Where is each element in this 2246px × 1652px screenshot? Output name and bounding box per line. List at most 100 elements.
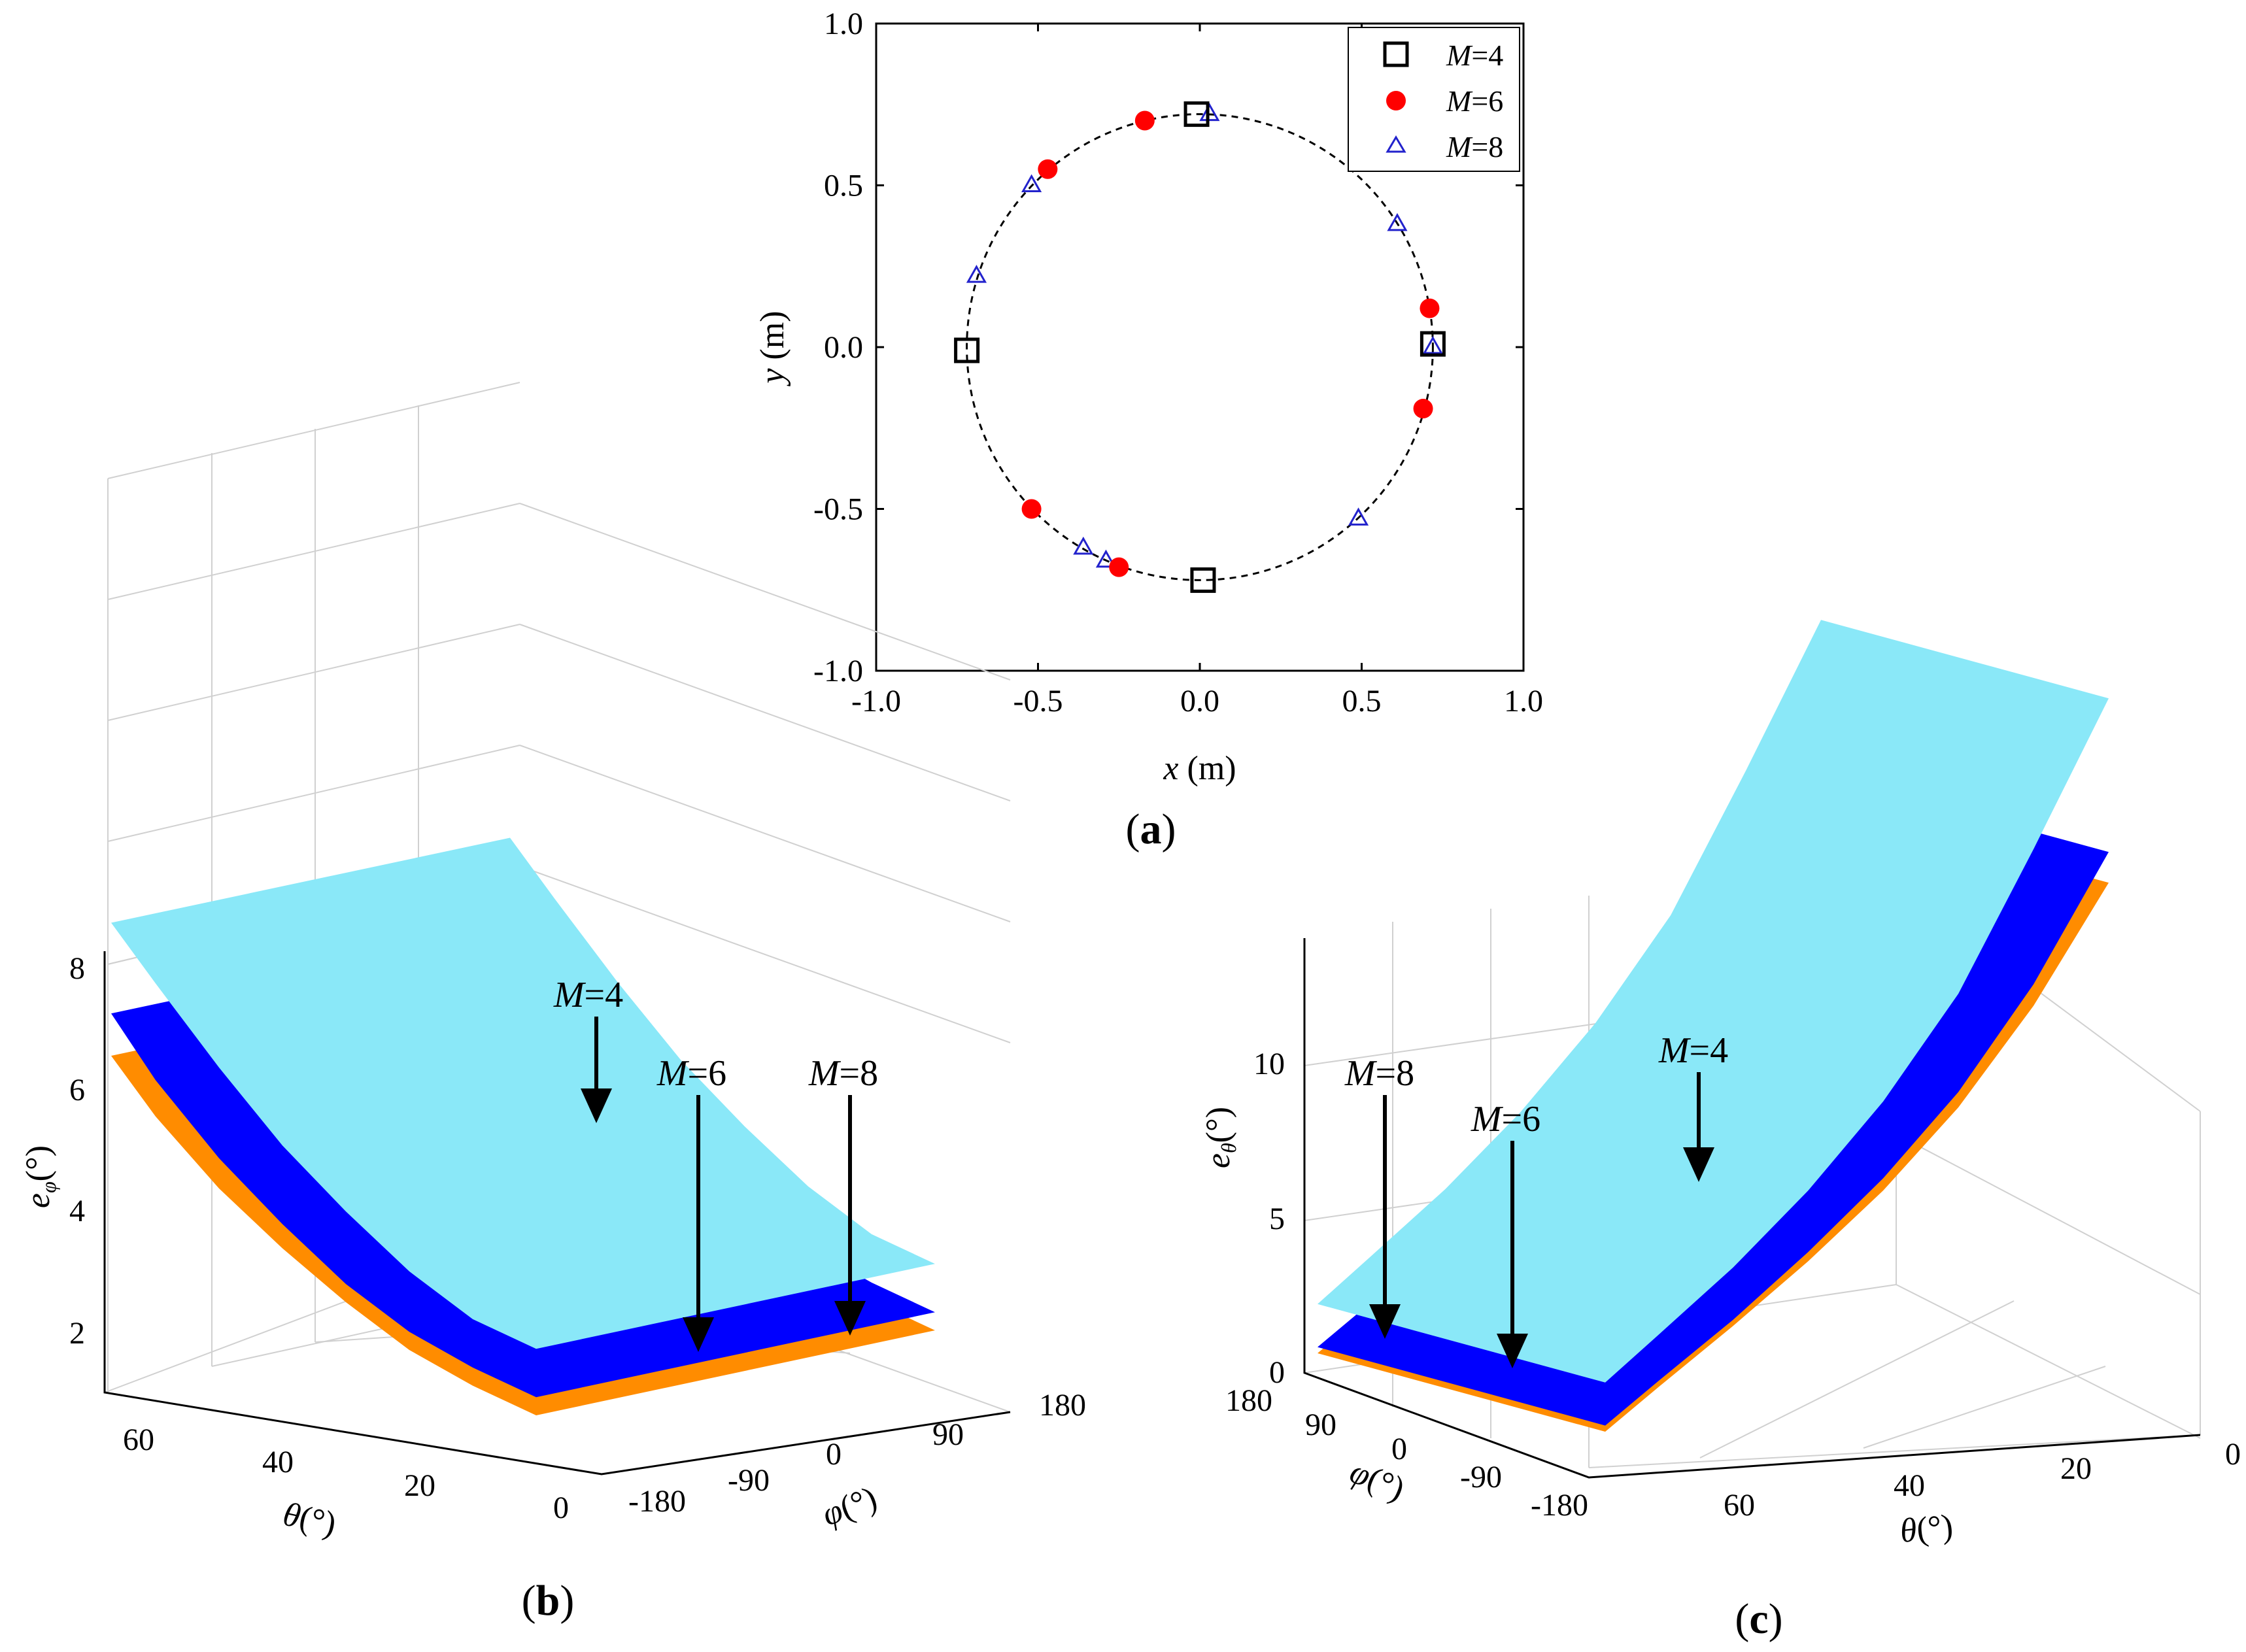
point-m8 [966, 265, 987, 283]
panel-b-label: (b) [522, 1577, 575, 1625]
panel-c-chart: 0 5 10 180 90 0 -90 -180 60 40 20 0 eθ(°… [1200, 620, 2241, 1643]
c-phi-tick-neg90: -90 [1460, 1460, 1502, 1494]
a-ytick-label: 0.0 [824, 330, 863, 365]
b-arrowhead-m4 [581, 1088, 612, 1123]
panel-c-theta-ticks: 60 40 20 0 [1724, 1437, 2241, 1523]
legend-box [1348, 27, 1520, 172]
panel-a-dashed-circle [966, 113, 1434, 581]
point-m6 [1021, 499, 1042, 519]
c-arrowhead-m4 [1683, 1147, 1714, 1182]
surface-m4 [1318, 620, 2109, 1383]
point-m8 [1095, 549, 1117, 568]
legend-marker-m8 [1386, 135, 1406, 153]
point-m8 [1387, 212, 1408, 231]
a-ytick-label: 1.0 [824, 7, 863, 41]
panel-c-phi-ticks: 180 90 0 -90 -180 [1225, 1383, 1588, 1523]
b-annot-m4: M=4 [553, 975, 623, 1015]
b-ztick-8: 8 [69, 951, 85, 986]
panel-c-theta-label: θ(°) [1898, 1508, 1954, 1550]
panel-b-theta-ticks: 60 40 20 0 [123, 1423, 569, 1525]
point-m6 [1038, 159, 1058, 179]
b-theta-tick-0: 0 [553, 1491, 569, 1525]
point-m6 [1109, 557, 1129, 577]
legend-label-m8: M=8 [1446, 130, 1503, 163]
legend-marker-m6 [1386, 91, 1406, 110]
panel-b-phi-label: φ(°) [817, 1479, 882, 1533]
c-phi-tick-0: 0 [1391, 1432, 1407, 1466]
a-xtick-label: -0.5 [1013, 684, 1063, 718]
b-theta-tick-40: 40 [262, 1445, 294, 1479]
panel-b-axes [103, 951, 1011, 1475]
a-ytick-label: 0.5 [824, 169, 863, 203]
panel-c-annotations: M=8 M=6 M=4 [1344, 1030, 1728, 1368]
panel-c-label: (c) [1735, 1595, 1782, 1643]
a-xtick-label: 1.0 [1504, 684, 1543, 718]
b-ztick-4: 4 [69, 1194, 85, 1228]
point-m8 [1073, 536, 1094, 555]
panel-a-label: (a) [1126, 805, 1176, 853]
c-annot-m4: M=4 [1658, 1030, 1728, 1071]
b-theta-tick-20: 20 [404, 1468, 435, 1503]
panel-a-xlabel: x (m) [1163, 750, 1236, 787]
point-m6 [1413, 399, 1433, 419]
panel-c-axes [1303, 938, 2201, 1479]
point-m8 [1021, 174, 1042, 192]
c-annot-m6: M=6 [1471, 1099, 1540, 1139]
b-phi-tick-90: 90 [932, 1417, 964, 1452]
panel-b-theta-label: θ(°) [280, 1496, 339, 1543]
b-annot-m6: M=6 [656, 1053, 726, 1094]
b-phi-tick-180: 180 [1039, 1388, 1086, 1423]
panel-b-z-ticks: 2 4 6 8 [69, 951, 85, 1351]
panel-c-z-ticks: 0 5 10 [1253, 1047, 1285, 1390]
b-annot-m8: M=8 [808, 1053, 878, 1094]
a-ytick-label: -0.5 [813, 492, 863, 527]
panel-b-annotations: M=4 M=6 M=8 [553, 975, 878, 1352]
point-m8 [1348, 507, 1369, 526]
legend-marker-m4 [1383, 41, 1409, 67]
c-phi-tick-neg180: -180 [1531, 1488, 1588, 1523]
b-arrowhead-m8 [834, 1301, 866, 1336]
a-xtick-label: -1.0 [851, 684, 901, 718]
panel-b-chart: 2 4 6 8 60 40 20 0 -180 -90 0 90 180 eφ(… [20, 382, 1086, 1625]
panel-b-zlabel: eφ(°) [20, 1145, 60, 1208]
b-phi-tick-0: 0 [826, 1437, 842, 1472]
c-ztick-10: 10 [1253, 1047, 1285, 1081]
c-theta-tick-40: 40 [1894, 1468, 1925, 1503]
b-ztick-6: 6 [69, 1073, 85, 1107]
point-m6 [1134, 110, 1155, 131]
c-theta-tick-20: 20 [2060, 1451, 2092, 1486]
a-ytick-label: -1.0 [813, 654, 863, 688]
a-xtick-label: 0.5 [1342, 684, 1382, 718]
b-theta-tick-60: 60 [123, 1423, 154, 1457]
legend-label-m4: M=4 [1446, 39, 1503, 72]
a-xtick-label: 0.0 [1180, 684, 1219, 718]
c-theta-tick-60: 60 [1724, 1488, 1755, 1523]
point-m4 [1190, 567, 1216, 593]
point-m8 [1422, 335, 1443, 354]
panel-b-phi-ticks: -180 -90 0 90 180 [628, 1388, 1086, 1519]
panel-a-chart: -1.0 -0.5 0.0 0.5 1.0 -1.0 -0.5 0.0 0.5 1.0 M=4 M… [754, 7, 1543, 853]
b-phi-tick-neg90: -90 [728, 1463, 770, 1498]
legend-label-m6: M=6 [1446, 84, 1503, 118]
surface-m4 [111, 837, 935, 1349]
b-phi-tick-neg180: -180 [628, 1484, 686, 1519]
c-arrowhead-m6 [1497, 1334, 1528, 1368]
c-phi-tick-180: 180 [1225, 1383, 1272, 1418]
c-phi-tick-90: 90 [1305, 1408, 1336, 1442]
c-theta-tick-0: 0 [2225, 1437, 2241, 1472]
point-m6 [1420, 298, 1440, 318]
point-m4 [954, 337, 980, 363]
c-arrowhead-m8 [1369, 1304, 1401, 1339]
panel-a-ylabel: y (m) [754, 311, 791, 386]
point-m4 [1183, 101, 1210, 127]
panel-a-legend: M=4 M=6 M=8 [1348, 27, 1520, 172]
b-ztick-2: 2 [69, 1316, 85, 1351]
c-ztick-5: 5 [1269, 1202, 1285, 1236]
c-ztick-0: 0 [1269, 1355, 1285, 1390]
point-m8 [1199, 103, 1220, 122]
b-arrowhead-m6 [683, 1317, 714, 1352]
panel-c-zlabel: eθ(°) [1200, 1107, 1240, 1168]
point-m4 [1420, 331, 1446, 357]
c-annot-m8: M=8 [1344, 1053, 1414, 1094]
